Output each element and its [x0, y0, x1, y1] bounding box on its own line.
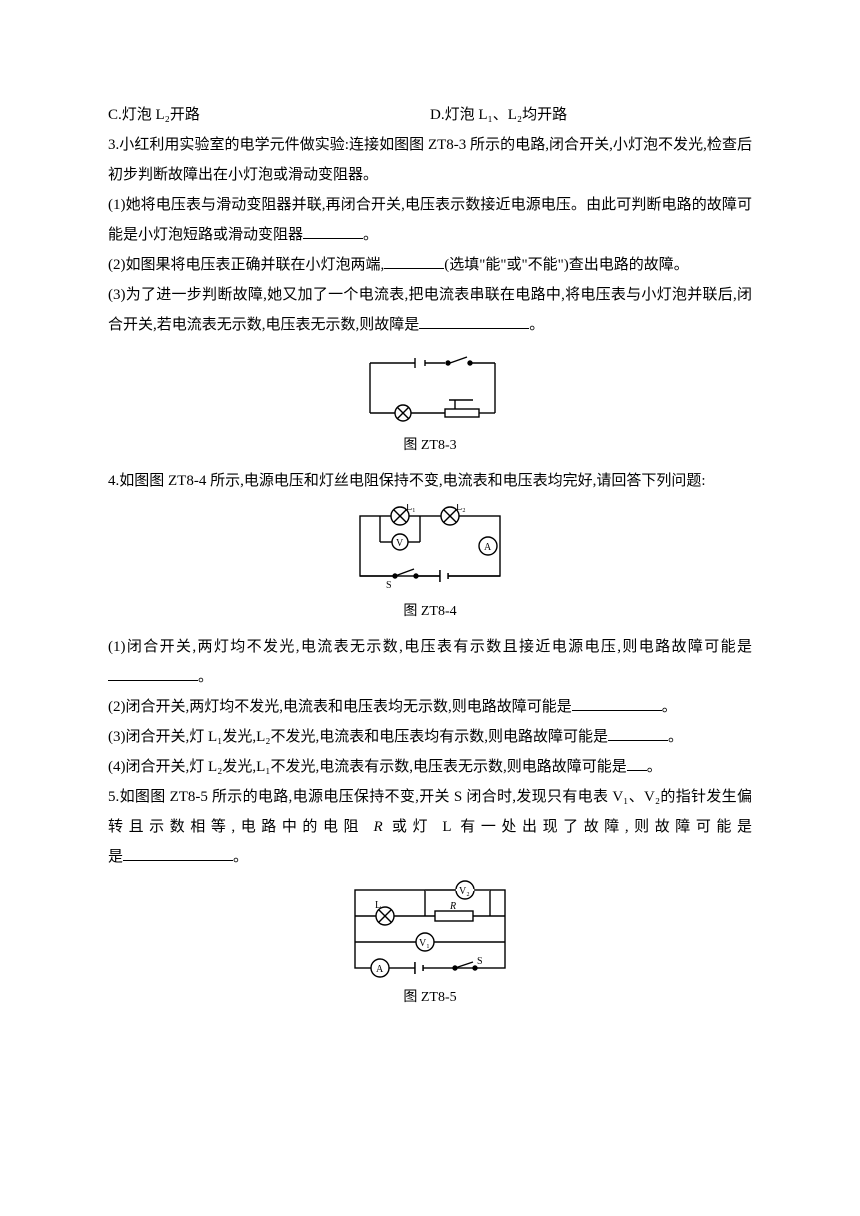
blank — [419, 314, 529, 329]
options-row: C.灯泡 L₂开路 D.灯泡 L₁、L₂均开路 — [108, 100, 752, 130]
q5-r: R — [373, 819, 382, 835]
q5-text: 5.如图图 ZT8-5 所示的电路,电源电压保持不变,开关 S 闭合时,发现只有… — [108, 782, 752, 842]
blank — [108, 666, 198, 681]
label-v: V — [396, 538, 404, 549]
option-d: D.灯泡 L₁、L₂均开路 — [430, 100, 752, 130]
option-c: C.灯泡 L₂开路 — [108, 100, 430, 130]
q3-part2: (2)如图果将电压表正确并联在小灯泡两端, (选填"能"或"不能")查出电路的故障… — [108, 250, 752, 280]
figure-zt8-3 — [108, 348, 752, 428]
label-r: R — [449, 901, 456, 912]
blank — [572, 696, 662, 711]
label-a: A — [376, 964, 384, 975]
label-v2: V₂ — [459, 886, 470, 897]
q4-p2b: 。 — [662, 699, 677, 715]
blank — [123, 846, 233, 861]
q5-c: 。 — [233, 849, 248, 865]
label-a: A — [484, 542, 492, 553]
label-l1: L₁ — [406, 504, 416, 513]
blank — [608, 726, 668, 741]
q4-part1: (1)闭合开关,两灯均不发光,电流表无示数,电压表有示数且接近电源电压,则电路故… — [108, 632, 752, 692]
q5-pre: 是 — [108, 849, 123, 865]
q3-p3b: 。 — [529, 317, 544, 333]
q4-p2a: (2)闭合开关,两灯均不发光,电流表和电压表均无示数,则电路故障可能是 — [108, 699, 572, 715]
circuit-diagram-icon: V₂ L R V₁ A S — [335, 880, 525, 980]
q3-intro: 3.小红利用实验室的电学元件做实验:连接如图图 ZT8-3 所示的电路,闭合开关… — [108, 130, 752, 190]
label-v1: V₁ — [419, 938, 430, 949]
q4-part2: (2)闭合开关,两灯均不发光,电流表和电压表均无示数,则电路故障可能是 。 — [108, 692, 752, 722]
figure-zt8-5: V₂ L R V₁ A S — [108, 880, 752, 980]
q4-part3: (3)闭合开关,灯 L₁发光,L₂不发光,电流表和电压表均有示数,则电路故障可能… — [108, 722, 752, 752]
label-l2: L₂ — [456, 504, 466, 513]
q3-p2b: (选填"能"或"不能")查出电路的故障。 — [444, 257, 688, 273]
q3-p1a: (1)她将电压表与滑动变阻器并联,再闭合开关,电压表示数接近电源电压。由此可判断… — [108, 197, 752, 243]
blank — [384, 254, 444, 269]
circuit-diagram-icon: L₁ L₂ A V S — [340, 504, 520, 594]
q4-p1a: (1)闭合开关,两灯均不发光,电流表无示数,电压表有示数且接近电源电压,则电路故… — [108, 639, 752, 655]
blank — [303, 224, 363, 239]
blank — [627, 756, 647, 771]
q4-p1b: 。 — [198, 669, 213, 685]
q4-p4b: 。 — [647, 759, 662, 775]
q4-p3a: (3)闭合开关,灯 L₁发光,L₂不发光,电流表和电压表均有示数,则电路故障可能… — [108, 729, 608, 745]
q4-part4: (4)闭合开关,灯 L₂发光,L₁不发光,电流表有示数,电压表无示数,则电路故障… — [108, 752, 752, 782]
label-s: S — [386, 580, 392, 591]
label-s: S — [477, 956, 483, 967]
label-l: L — [375, 900, 381, 911]
figure-zt8-4: L₁ L₂ A V S — [108, 504, 752, 594]
q3-part3: (3)为了进一步判断故障,她又加了一个电流表,把电流表串联在电路中,将电压表与小… — [108, 280, 752, 340]
q4-p3b: 。 — [668, 729, 683, 745]
q4-intro: 4.如图图 ZT8-4 所示,电源电压和灯丝电阻保持不变,电流表和电压表均完好,… — [108, 466, 752, 496]
figure-zt8-3-caption: 图 ZT8-3 — [108, 432, 752, 460]
circuit-diagram-icon — [345, 348, 515, 428]
q5-b: 或灯 L 有一处出现了故障,则故障可能是 — [383, 819, 752, 835]
q5-tail: 是。 — [108, 842, 752, 872]
q3-p2a: (2)如图果将电压表正确并联在小灯泡两端, — [108, 257, 384, 273]
q3-part1: (1)她将电压表与滑动变阻器并联,再闭合开关,电压表示数接近电源电压。由此可判断… — [108, 190, 752, 250]
q4-p4a: (4)闭合开关,灯 L₂发光,L₁不发光,电流表有示数,电压表无示数,则电路故障… — [108, 759, 627, 775]
figure-zt8-4-caption: 图 ZT8-4 — [108, 598, 752, 626]
figure-zt8-5-caption: 图 ZT8-5 — [108, 984, 752, 1012]
q3-p1b: 。 — [363, 227, 378, 243]
